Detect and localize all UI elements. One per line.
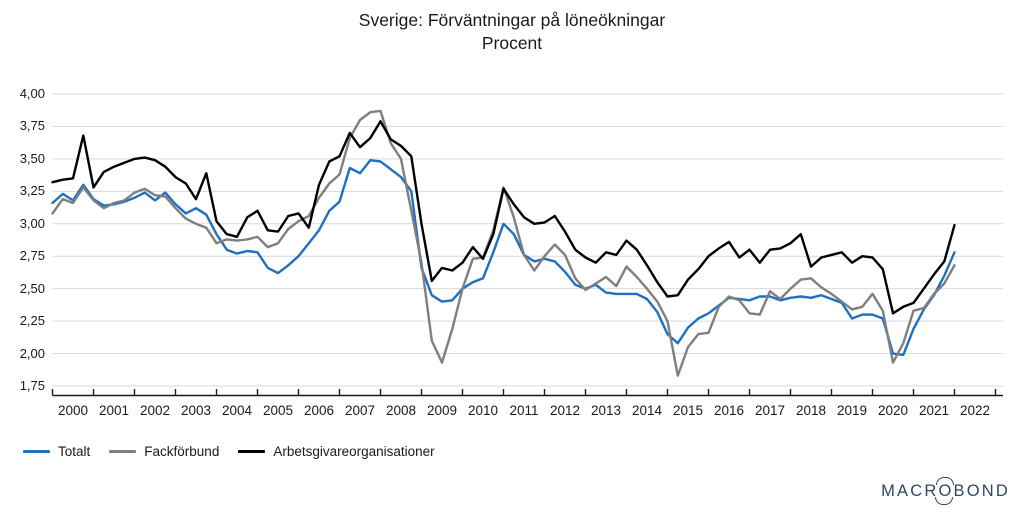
chart-title: Sverige: Förväntningar på löneökningar: [358, 10, 666, 30]
legend: Totalt Fackförbund Arbetsgivareorganisat…: [23, 444, 435, 459]
y-tick-label: 3,50: [19, 150, 45, 166]
x-tick-label: 2001: [98, 403, 130, 418]
logo-text-pre: MACR: [881, 482, 939, 500]
chart-header: Sverige: Förväntningar på löneökningar P…: [0, 9, 1024, 55]
legend-item-fackforbund[interactable]: Fackförbund: [109, 444, 219, 459]
y-tick-label: 2,00: [19, 345, 45, 361]
y-tick-label: 3,25: [19, 183, 45, 199]
legend-label: Arbetsgivareorganisationer: [273, 444, 435, 459]
x-tick-label: 2009: [426, 403, 458, 418]
x-tick-label: 2020: [877, 403, 909, 418]
legend-line-swatch-arbetsgivareorganisationer: [238, 450, 266, 453]
y-tick-label: 2,25: [19, 313, 45, 329]
legend-line-swatch-totalt: [23, 450, 50, 453]
chart-subtitle: Procent: [481, 33, 543, 53]
x-tick-label: 2004: [221, 403, 253, 418]
x-tick-label: 2018: [795, 403, 827, 418]
series-line-arbetsgivareorganisationer: [51, 120, 956, 315]
x-tick-label: 2013: [590, 403, 622, 418]
y-tick-label: 1,75: [19, 378, 45, 393]
legend-line-swatch-fackforbund: [109, 450, 137, 453]
y-axis-labels: 4,00 3,75 3,50 3,25 3,00 2,75 2,50 2,25 2,00 1,75: [0, 0, 50, 512]
x-tick-label: 2011: [509, 403, 539, 418]
x-tick-label: 2012: [549, 403, 581, 418]
x-tick-label: 2019: [836, 403, 868, 418]
y-tick-label: 2,75: [19, 248, 45, 264]
logo-o-glyph: O: [938, 482, 954, 500]
macrobond-logo: MACR OBOND: [881, 477, 1010, 505]
x-tick-label: 2000: [57, 403, 89, 418]
legend-label: Fackförbund: [144, 444, 220, 459]
x-tick-label: 2008: [385, 403, 417, 418]
x-tick-label: 2021: [918, 403, 950, 418]
x-tick-label: 2010: [467, 403, 499, 418]
x-tick-label: 2017: [754, 403, 786, 418]
y-tick-label: 3,00: [19, 215, 45, 231]
x-tick-label: 2014: [631, 403, 663, 418]
x-tick-label: 2005: [262, 403, 294, 418]
x-tick-label: 2016: [713, 403, 745, 418]
x-axis-labels: 2000 2001 2002 2003 2004 2005 2006 2007 2008 2009…: [0, 403, 1024, 419]
x-tick-label: 2022: [959, 403, 991, 418]
x-tick-label: 2015: [672, 403, 704, 418]
x-tick-label: 2002: [139, 403, 171, 418]
y-tick-label: 2,50: [19, 280, 45, 296]
y-tick-label: 4,00: [19, 86, 45, 101]
series-line-totalt: [51, 158, 956, 357]
y-tick-label: 3,75: [19, 118, 45, 134]
legend-label: Totalt: [58, 444, 91, 459]
x-tick-label: 2007: [344, 403, 376, 418]
legend-item-arbetsgivareorganisationer[interactable]: Arbetsgivareorganisationer: [238, 444, 435, 459]
logo-text-post: BOND: [953, 482, 1010, 500]
x-tick-label: 2006: [303, 403, 335, 418]
series-line-fackförbund: [51, 109, 956, 377]
logo-letter-o: O: [935, 477, 955, 505]
x-tick-label: 2003: [180, 403, 212, 418]
legend-item-totalt[interactable]: Totalt: [23, 444, 90, 459]
